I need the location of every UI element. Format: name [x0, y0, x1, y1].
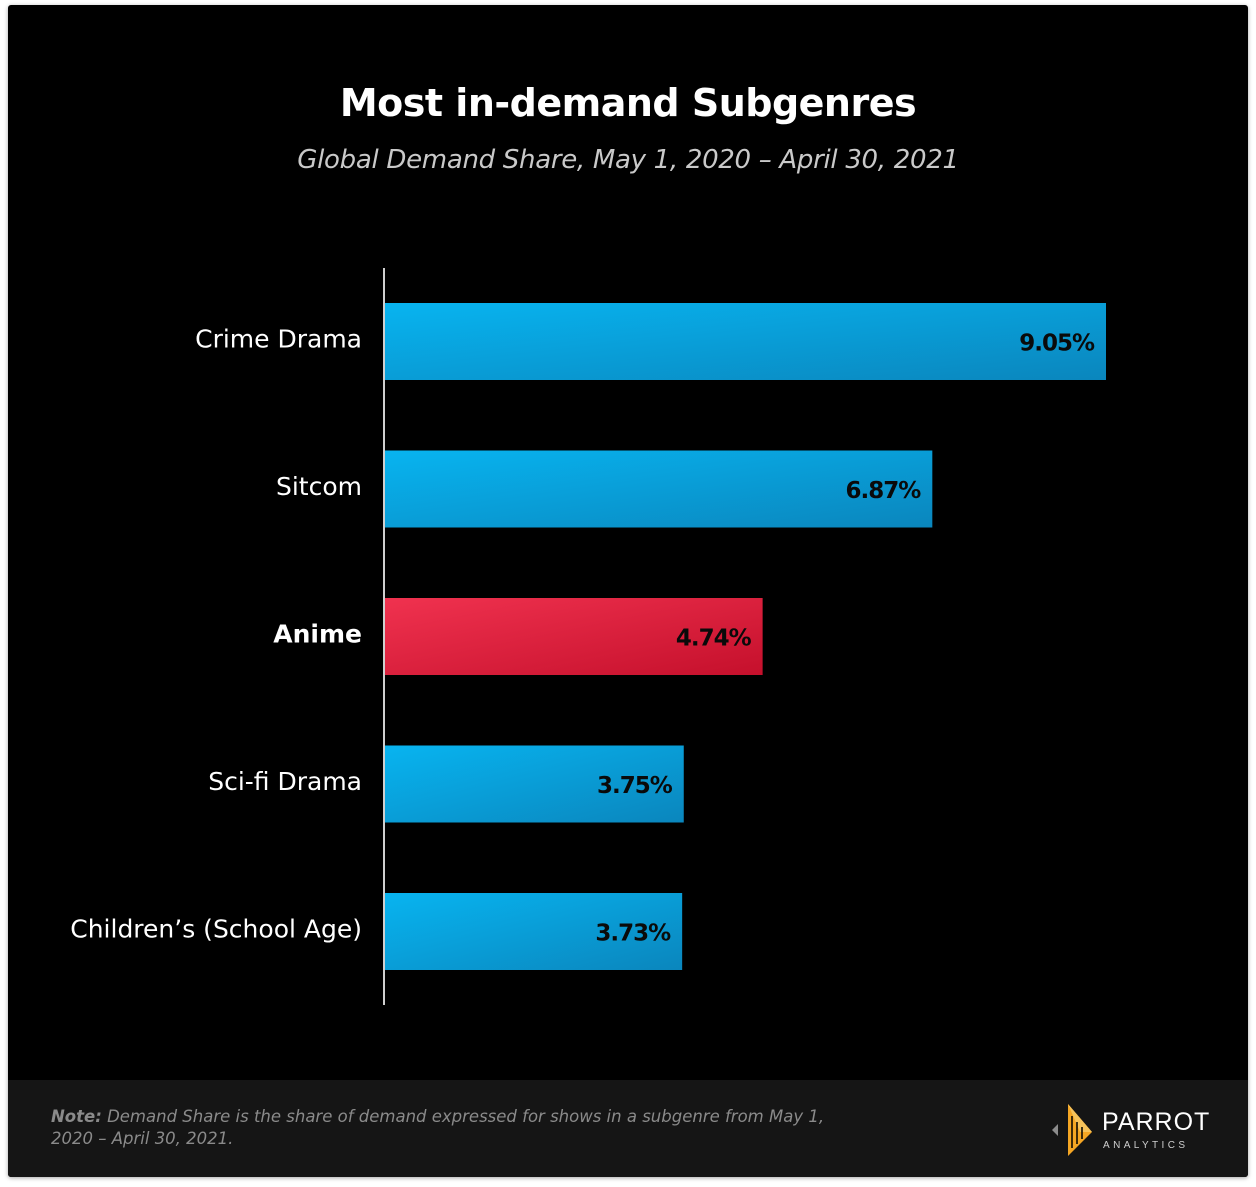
category-label-0: Crime Drama [195, 325, 362, 354]
category-label-1: Sitcom [276, 472, 362, 501]
value-label-3: 3.75% [597, 773, 673, 799]
parrot-logo-icon [1052, 1104, 1092, 1156]
footer-note: Note: Demand Share is the share of deman… [51, 1106, 851, 1150]
footer: Note: Demand Share is the share of deman… [8, 1080, 1248, 1177]
chart-frame: Most in-demand Subgenres Global Demand S… [8, 5, 1248, 1177]
category-label-3: Sci-fi Drama [208, 767, 362, 796]
chart-subtitle: Global Demand Share, May 1, 2020 – April… [297, 145, 959, 175]
value-label-0: 9.05% [1019, 331, 1095, 357]
value-label-1: 6.87% [846, 478, 922, 504]
bar-4 [385, 893, 683, 970]
brand-name: PARROT [1102, 1108, 1211, 1136]
bars-layer: 9.05% Crime Drama 6.87% Sitcom 4.74% Anime 3.7… [70, 303, 1106, 970]
bar-2 [385, 598, 763, 675]
note-label: Note: [51, 1107, 102, 1126]
bar-chart: 9.05% Crime Drama 6.87% Sitcom 4.74% Anime 3.7… [70, 268, 1106, 1005]
bar-0 [385, 303, 1106, 380]
value-label-4: 3.73% [595, 921, 671, 947]
category-label-2: Anime [273, 620, 362, 649]
category-label-4: Children’s (School Age) [70, 915, 362, 944]
bar-3 [385, 745, 684, 823]
value-label-2: 4.74% [676, 626, 752, 652]
brand-subtitle: ANALYTICS [1103, 1140, 1189, 1151]
chart-title: Most in-demand Subgenres [339, 81, 917, 125]
parrot-analytics-logo: PARROT ANALYTICS [1048, 1102, 1228, 1158]
bar-1 [385, 450, 933, 528]
note-text: Demand Share is the share of demand expr… [51, 1107, 825, 1148]
